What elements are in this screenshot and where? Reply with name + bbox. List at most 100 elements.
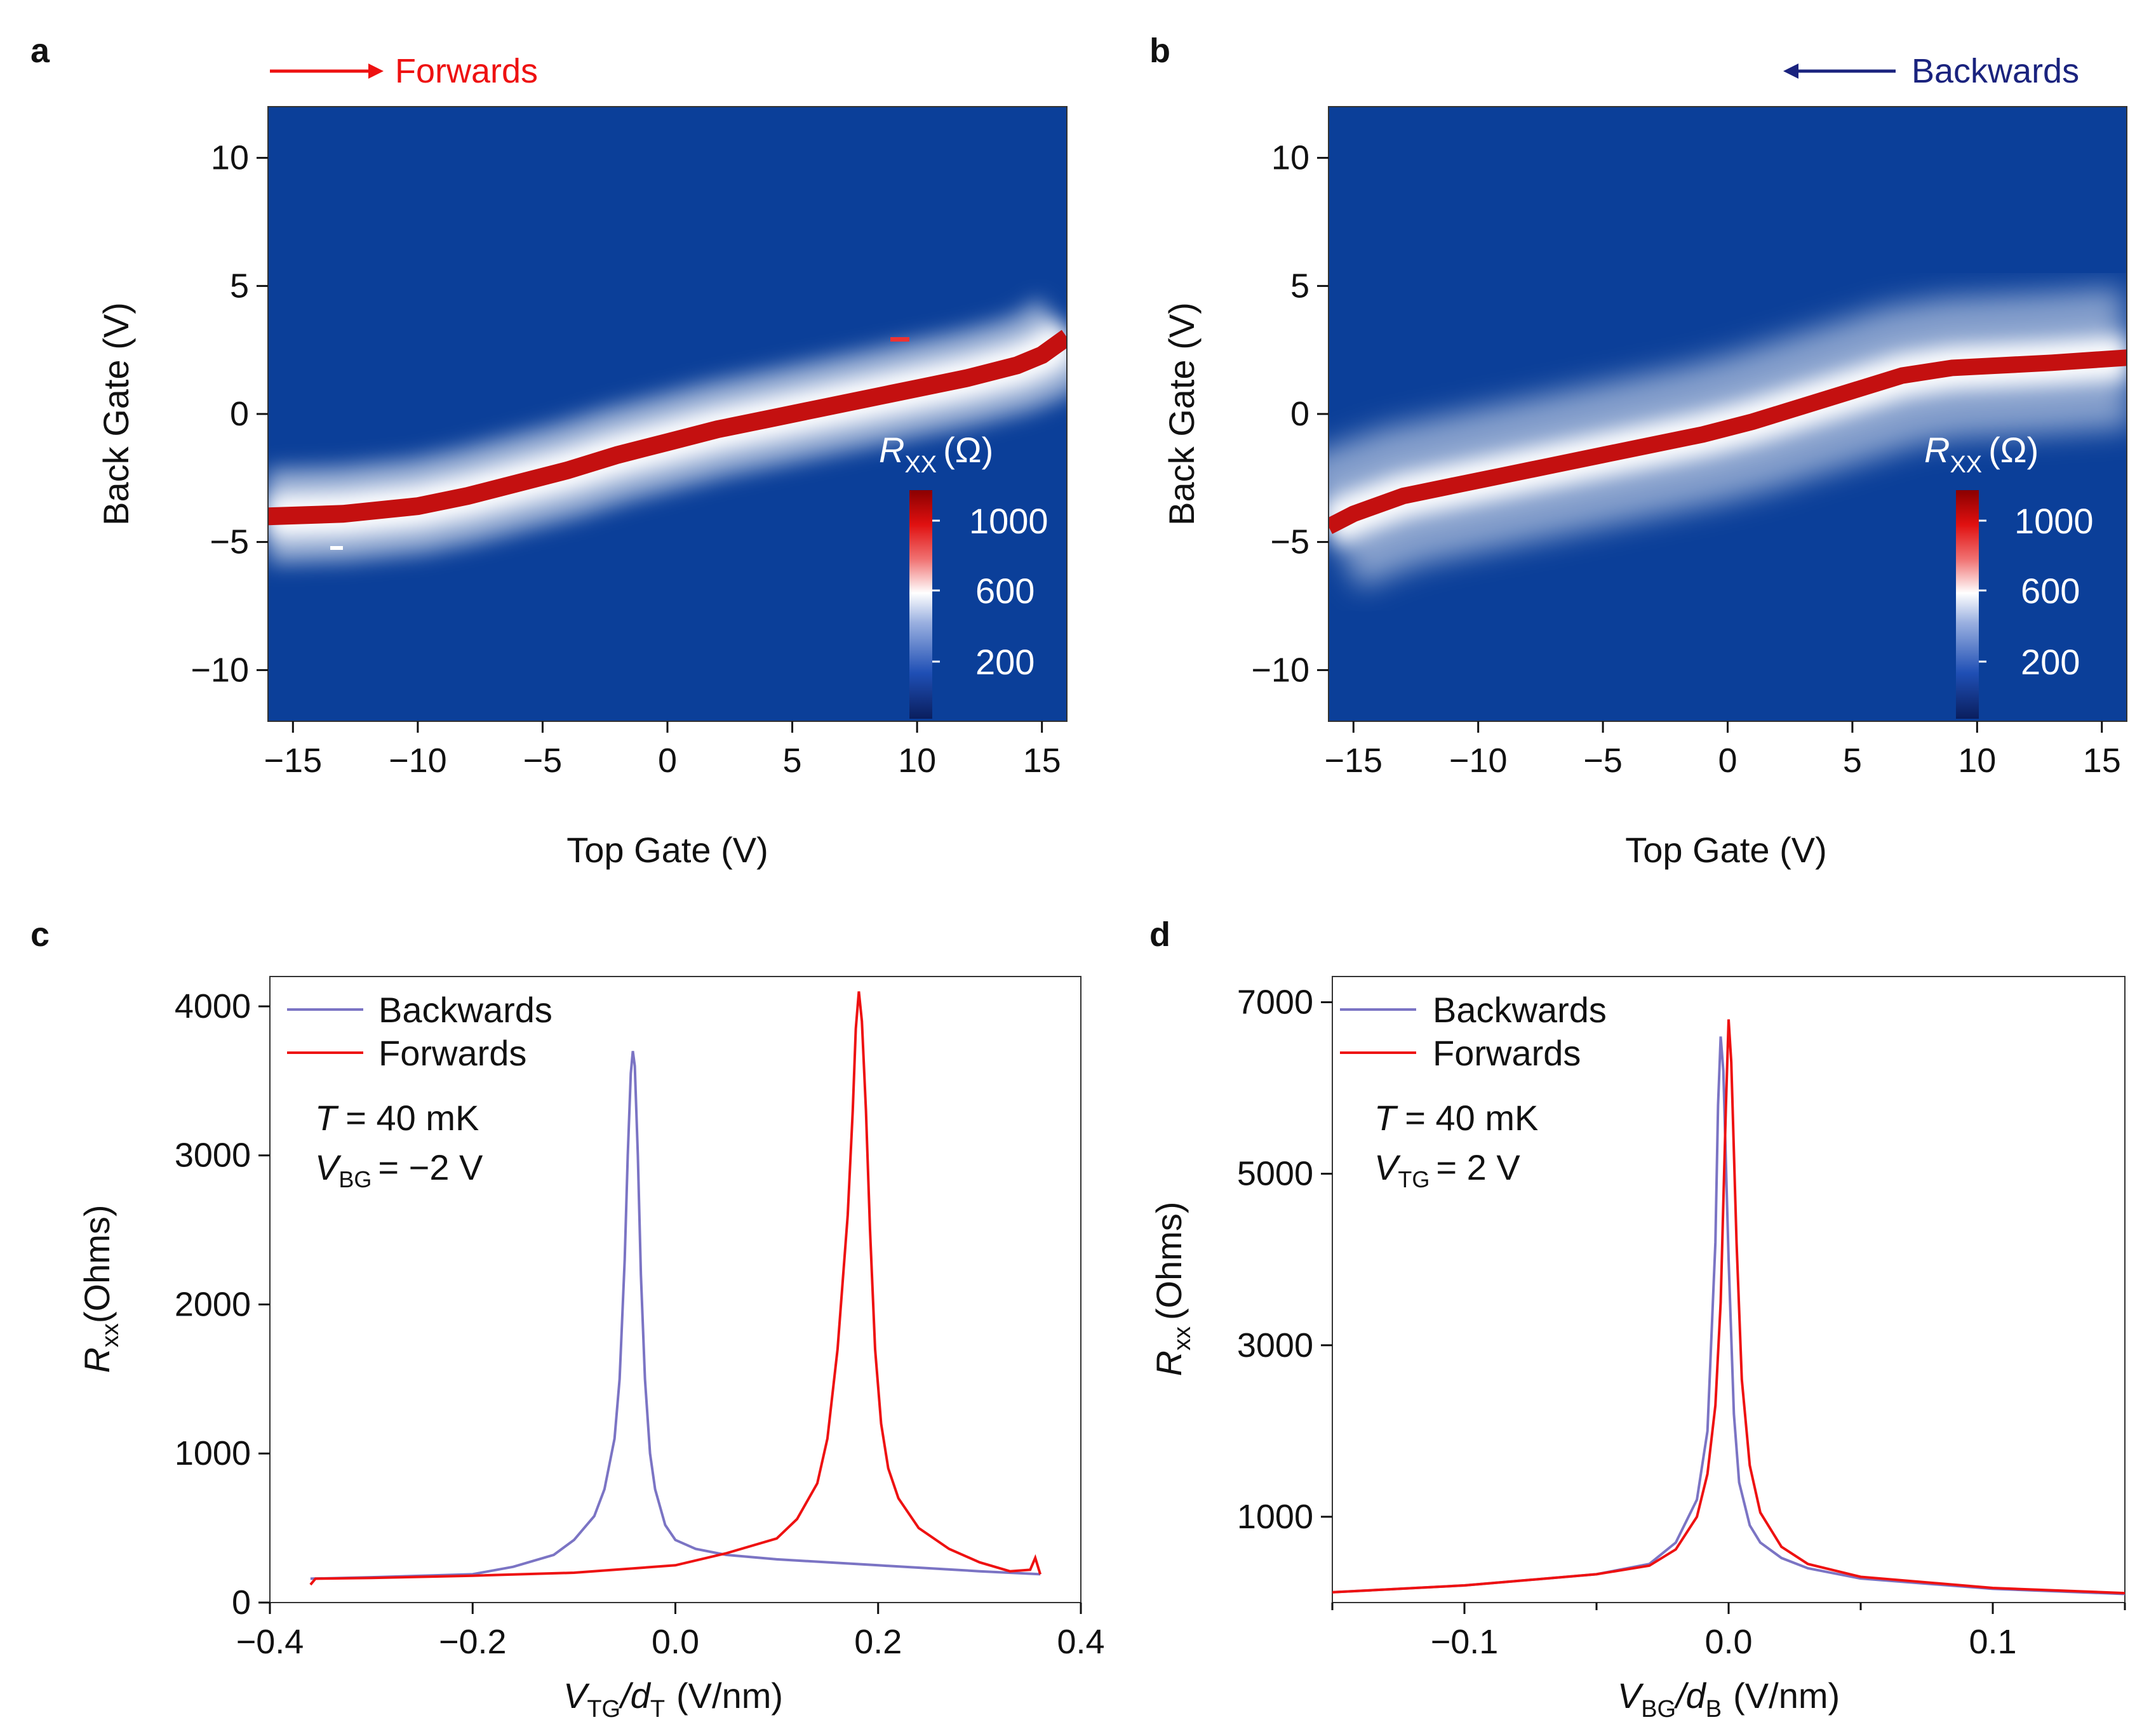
backwards-label: Backwards (1912, 52, 2079, 90)
panel-c: c −0.4 −0.2 0.0 0.2 0.4 4000 3000 2000 1000 0 Bac… (30, 916, 1105, 1723)
y-tick-label-d: 5000 (1237, 1155, 1313, 1193)
colorbar-a-bar (909, 490, 932, 719)
panel-d-ylabel-main: R (1149, 1350, 1189, 1376)
x-tick-label-a: 5 (783, 742, 802, 780)
colorbar-a-title-sub: XX (904, 451, 937, 478)
panel-d-xlabel-sub1: BG (1641, 1696, 1676, 1723)
panel-a-ylabel: Back Gate (V) (96, 302, 136, 526)
y-tick-label-c: 3000 (175, 1137, 251, 1175)
direction-arrow-backwards: Backwards (1783, 52, 2079, 90)
legend-d-backwards: Backwards (1433, 990, 1607, 1030)
x-tick-label-a: 15 (1023, 742, 1061, 780)
y-tick-label-c: 1000 (175, 1434, 251, 1472)
panel-d: d −0.1 0.0 0.1 7000 5000 3000 1000 Backwards F… (1149, 916, 2126, 1723)
annotation-c-gate-var: V (315, 1147, 342, 1187)
colorbar-b-tick-200: 200 (2021, 642, 2080, 682)
x-tick-label-a: 10 (898, 742, 936, 780)
panel-b-ylabel: Back Gate (V) (1162, 302, 1202, 526)
legend-d: Backwards Forwards (1340, 990, 1607, 1073)
panel-c-xlabel-mid: /d (618, 1676, 652, 1716)
axis-b: −15 −10 −5 0 5 10 15 10 5 0 −5 −10 (1251, 139, 2120, 780)
direction-arrow-forwards: Forwards (270, 52, 538, 90)
annotation-d-gate: VTG = 2 V (1374, 1147, 1520, 1192)
x-tick-label-b: 0 (1718, 742, 1737, 780)
panel-b-letter: b (1149, 32, 1170, 70)
panel-d-xlabel-sub2: B (1706, 1696, 1722, 1723)
annotation-d-temperature-var: T (1374, 1098, 1398, 1138)
line-d-backwards (1332, 1036, 2125, 1596)
annotation-d-temperature: T = 40 mK (1374, 1098, 1538, 1138)
colorbar-b-title: RXX (Ω) (1924, 430, 2039, 478)
panel-d-xlabel: VBG/dB (V/nm) (1617, 1676, 1840, 1723)
panel-c-ylabel-main: R (77, 1347, 117, 1373)
panel-d-ylabel-sub: xx (1169, 1326, 1196, 1350)
y-tick-label-d: 7000 (1237, 984, 1313, 1022)
annotation-c-gate-sub: BG (338, 1166, 372, 1192)
panel-c-ylabel-sub: xx (97, 1323, 124, 1347)
x-tick-label-d: 0.1 (1969, 1623, 2016, 1661)
plot-c-frame (269, 976, 1081, 1603)
panel-c-ylabel-unit: (Ohms) (77, 1204, 117, 1323)
x-tick-label-d: −0.1 (1431, 1623, 1499, 1661)
x-tick-label-b: 10 (1958, 742, 1996, 780)
axis-d: −0.1 0.0 0.1 7000 5000 3000 1000 (1237, 984, 2126, 1661)
panel-c-xlabel-sub2: T (650, 1696, 665, 1723)
annotation-d-gate-var: V (1374, 1147, 1401, 1187)
colorbar-a-title-unit: (Ω) (943, 430, 993, 470)
annotation-d-gate-val: = 2 V (1436, 1147, 1520, 1187)
panel-b: b Backwards −15 −10 −5 0 5 10 15 10 5 0 −5 −10 Top … (1149, 32, 2127, 870)
annotation-c-temperature-val: = 40 mK (345, 1098, 479, 1138)
y-tick-label-d: 1000 (1237, 1498, 1313, 1536)
annotation-c-gate: VBG = −2 V (315, 1147, 483, 1192)
panel-a-letter: a (30, 32, 50, 70)
panel-c-xlabel: VTG/dT (V/nm) (563, 1676, 783, 1723)
panel-d-xlabel-unit: (V/nm) (1733, 1676, 1840, 1716)
colorbar-a-title: RXX (Ω) (879, 430, 993, 478)
x-tick-label-a: −5 (523, 742, 563, 780)
x-tick-label-c: −0.4 (236, 1623, 304, 1661)
colorbar-a-tick-1000: 1000 (969, 501, 1048, 541)
x-tick-label-b: 15 (2083, 742, 2121, 780)
colorbar-b: RXX (Ω) 1000 600 200 (1924, 430, 2094, 719)
heatmap-a-ridge (268, 330, 1067, 526)
colorbar-b-title-sub: XX (1950, 451, 1982, 478)
y-tick-label-a: 10 (211, 139, 249, 177)
colorbar-b-title-main: R (1924, 430, 1950, 470)
colorbar-b-tick-1000: 1000 (2014, 501, 2094, 541)
y-tick-label-d: 3000 (1237, 1326, 1313, 1364)
x-tick-label-b: −10 (1449, 742, 1508, 780)
colorbar-a-title-main: R (879, 430, 904, 470)
x-tick-label-c: 0.2 (854, 1623, 902, 1661)
y-tick-label-c: 0 (232, 1584, 251, 1622)
line-c-backwards (310, 1051, 1041, 1580)
x-tick-label-a: −15 (264, 742, 323, 780)
y-tick-label-a: −5 (210, 523, 249, 561)
x-tick-label-c: −0.2 (439, 1623, 507, 1661)
backwards-arrowhead-icon (1783, 63, 1798, 79)
y-tick-label-c: 4000 (175, 987, 251, 1025)
panel-c-xlabel-main: V (563, 1676, 590, 1716)
panel-a: a Forwards −15 −10 −5 0 5 10 15 10 5 0 −5 −10 Top G… (30, 32, 1068, 870)
forwards-arrowhead-icon (368, 63, 384, 79)
x-tick-label-b: 5 (1843, 742, 1862, 780)
annotation-c-gate-val: = −2 V (378, 1147, 483, 1187)
y-tick-label-b: 5 (1290, 267, 1309, 305)
legend-c-forwards: Forwards (378, 1033, 526, 1073)
x-tick-label-b: −5 (1583, 742, 1623, 780)
panel-d-ylabel: Rxx (Ohms) (1149, 1201, 1196, 1376)
panel-d-ylabel-unit: (Ohms) (1149, 1201, 1189, 1320)
legend-d-forwards: Forwards (1433, 1033, 1581, 1073)
colorbar-a: RXX (Ω) 1000 600 200 (879, 430, 1048, 719)
axis-c: −0.4 −0.2 0.0 0.2 0.4 4000 3000 2000 1000 0 (175, 987, 1105, 1661)
panel-b-xlabel: Top Gate (V) (1625, 830, 1826, 870)
colorbar-b-tick-600: 600 (2021, 571, 2080, 611)
panel-d-xlabel-mid: /d (1673, 1676, 1707, 1716)
y-tick-label-b: −10 (1251, 651, 1309, 689)
panel-c-xlabel-sub1: TG (587, 1696, 620, 1723)
x-tick-label-b: −15 (1324, 742, 1383, 780)
panel-d-letter: d (1149, 916, 1170, 954)
colorbar-a-tick-200: 200 (975, 642, 1034, 682)
forwards-label: Forwards (395, 52, 538, 90)
axis-a: −15 −10 −5 0 5 10 15 10 5 0 −5 −10 (191, 139, 1061, 780)
